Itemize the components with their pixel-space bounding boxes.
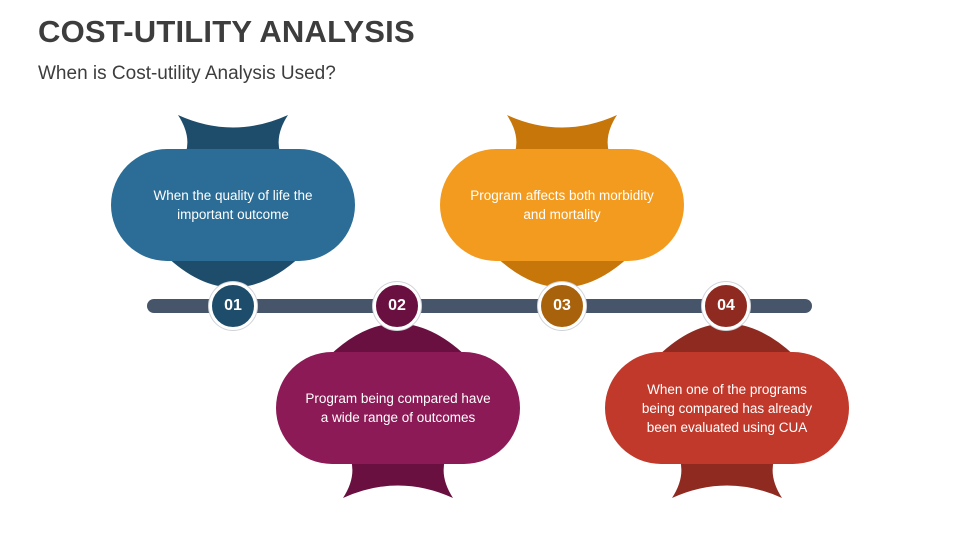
page-subtitle: When is Cost-utility Analysis Used? — [38, 63, 336, 84]
step-1-shape — [111, 115, 355, 288]
step-3-number: 03 — [538, 282, 586, 330]
step-4-text: When one of the programs being compared … — [641, 381, 813, 435]
step-2-text: Program being compared have a wide range… — [305, 391, 491, 425]
step-1-number: 01 — [209, 282, 257, 330]
step-1-text: When the quality of life the important o… — [153, 188, 313, 222]
step-3-text: Program affects both morbidity and morta… — [470, 188, 654, 222]
step-2-number: 02 — [373, 282, 421, 330]
page-title: COST-UTILITY ANALYSIS — [38, 14, 415, 49]
timeline-bar — [147, 299, 812, 313]
step-3-shape — [440, 115, 684, 288]
step-2-shape — [276, 323, 520, 498]
step-4-shape — [605, 323, 849, 498]
step-4-number: 04 — [702, 282, 750, 330]
